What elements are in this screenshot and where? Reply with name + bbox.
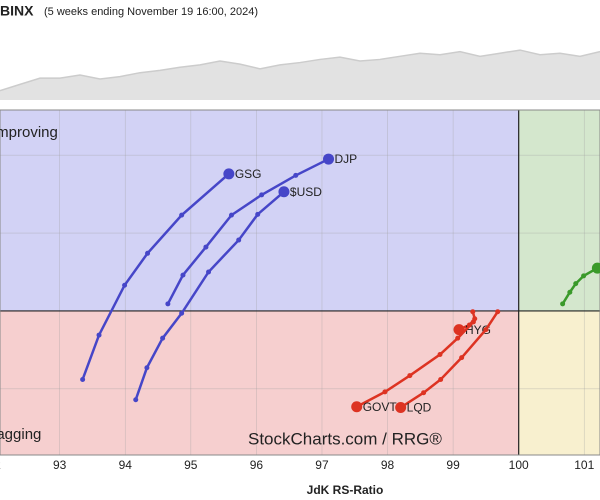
tail-point [483,327,489,333]
tail-point [459,355,465,361]
tail-point [203,244,209,250]
x-tick-label: 98 [381,458,395,472]
x-axis-label: JdK RS-Ratio [307,483,384,497]
tail-head [278,186,290,198]
quadrant-leading [518,110,600,311]
tail-point [179,212,185,218]
tail-point [179,310,185,316]
tail-point [206,269,212,275]
tail-point [133,397,139,403]
tail-point [470,309,476,315]
tail-point [455,335,461,341]
tail-point [560,301,566,307]
tail-point [144,365,150,371]
tail-point [255,211,261,217]
tail-line [399,311,499,409]
chart-subtitle: (5 weeks ending November 19 16:00, 2024) [44,6,258,18]
series-label: GSG [235,167,262,181]
x-tick-label: 94 [119,458,133,472]
tail-point [438,376,444,382]
plot-border [0,109,600,456]
tail-point [80,376,86,382]
tail-line [356,320,475,408]
tail-line [134,190,285,401]
chart-title: BINX [0,3,34,19]
tail-point [421,390,427,396]
x-tick-label: 99 [446,458,460,472]
tail-head [591,262,600,274]
benchmark-area [0,50,600,100]
tail-point [96,332,102,338]
quadrant-improving [0,110,519,311]
benchmark-line [0,49,600,92]
tail-point [407,373,413,379]
tail-head [395,401,407,413]
series-label: GOVT [363,400,398,414]
tail-point [293,172,299,178]
tail-head [323,153,335,165]
quadrant-label: Lagging [0,426,41,443]
quadrant-label: Improving [0,124,58,141]
tail-point [470,319,476,325]
x-tick-label: 92 [0,458,1,472]
tail-point [567,289,573,295]
tail-head [351,401,363,413]
x-tick-label: 96 [250,458,264,472]
series-label: DJP [335,152,358,166]
x-tick-label: 93 [53,458,67,472]
tail-point [495,309,501,315]
tail-point [437,352,443,358]
tail-point [228,212,234,218]
series-label: HYG [465,323,491,337]
tail-point [259,192,265,198]
series-label: LQD [407,401,432,415]
quadrant-lagging [0,310,519,455]
tail-point [145,250,151,256]
x-tick-label: 97 [315,458,329,472]
tail-head [223,168,235,180]
tail-point [236,237,242,243]
tail-point [180,272,186,278]
tail-point [581,273,587,279]
tail-line [81,172,230,380]
tail-point [573,281,579,287]
watermark: StockCharts.com / RRG® [248,429,442,448]
quadrant-weakening [518,310,600,455]
x-tick-label: 101 [574,458,594,472]
x-tick-label: 100 [509,458,529,472]
tail-point [122,282,128,288]
tail-point [165,301,171,307]
tail-point [382,389,388,395]
series-label: $USD [290,185,322,199]
tail-point [160,335,166,341]
x-tick-label: 95 [184,458,198,472]
